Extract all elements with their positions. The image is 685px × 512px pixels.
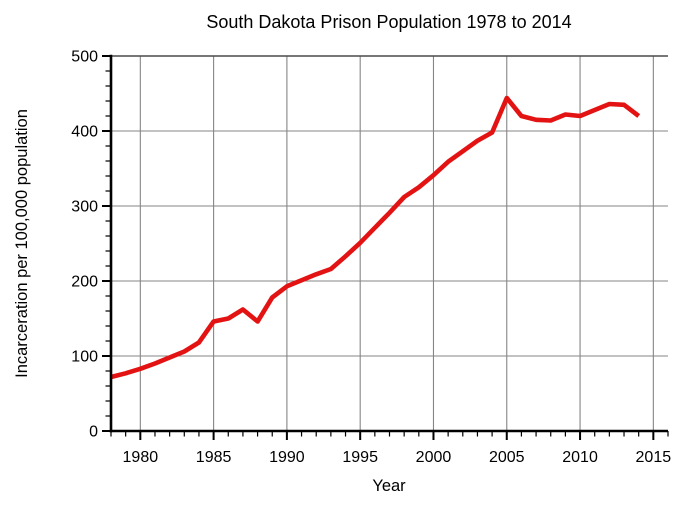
y-tick-label: 200	[71, 274, 98, 291]
x-tick-label: 1990	[269, 449, 305, 466]
y-tick-label: 500	[71, 49, 98, 66]
y-axis-label: Incarceration per 100,000 population	[13, 109, 31, 378]
x-tick-labels: 1980 1985 1990 1995 2000 2005 2010 2015	[123, 449, 672, 466]
x-tick-label: 2010	[562, 449, 598, 466]
x-axis-ticks	[110, 431, 669, 440]
x-tick-label: 1980	[123, 449, 159, 466]
x-tick-label: 2000	[416, 449, 452, 466]
x-tick-label: 2015	[636, 449, 672, 466]
x-tick-label: 1985	[196, 449, 232, 466]
y-tick-label: 0	[89, 424, 98, 441]
x-axis-label: Year	[372, 477, 406, 495]
x-tick-label: 2005	[489, 449, 525, 466]
gridlines	[111, 55, 668, 431]
data-line	[110, 95, 641, 380]
y-tick-labels: 0 100 200 300 400 500	[71, 49, 98, 441]
y-tick-label: 300	[71, 199, 98, 216]
y-tick-label: 400	[71, 124, 98, 141]
y-tick-label: 100	[71, 349, 98, 366]
x-tick-label: 1995	[342, 449, 378, 466]
y-axis-ticks	[102, 55, 111, 432]
chart-title: South Dakota Prison Population 1978 to 2…	[206, 12, 571, 32]
